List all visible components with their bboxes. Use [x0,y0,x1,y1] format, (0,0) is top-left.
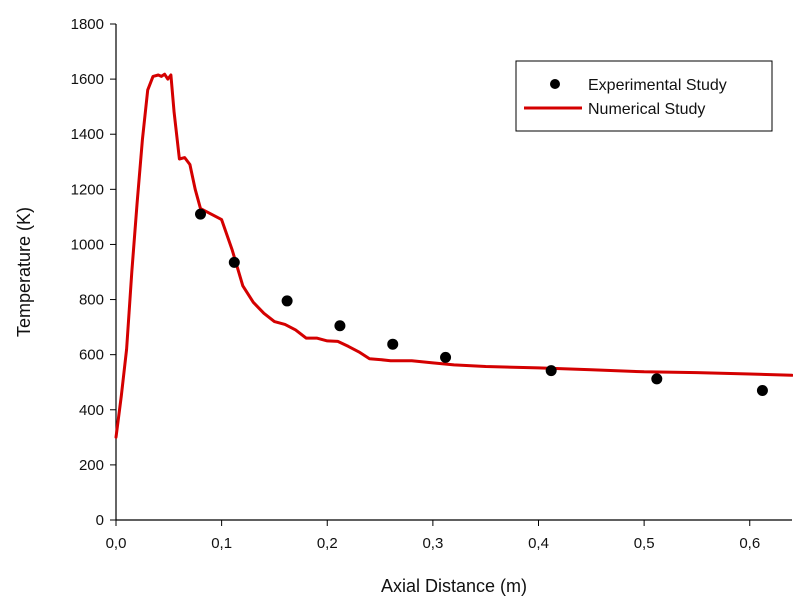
experimental-point [387,338,399,350]
experimental-point [440,351,452,363]
legend: Experimental Study Numerical Study [515,60,773,132]
experimental-point [195,208,206,220]
y-tick-label: 800 [79,292,104,309]
x-axis-title: Axial Distance (m) [381,576,527,596]
x-ticks-group: 0,0 0,1 0,2 0,3 0,4 0,5 0,6 [106,520,760,552]
y-tick-label: 200 [79,457,104,474]
legend-label-experimental: Experimental Study [588,77,727,94]
x-tick-label: 0,5 [634,535,655,552]
x-tick-label: 0,0 [106,535,127,552]
y-axis-title: Temperature (K) [14,207,34,337]
y-tick-label: 1400 [71,126,104,143]
y-tick-label: 600 [79,347,104,364]
experimental-point [334,320,346,332]
y-tick-label: 400 [79,402,104,419]
y-tick-label: 1000 [71,236,104,253]
y-tick-label: 1800 [71,16,104,33]
plot-area [114,72,793,439]
x-tick-label: 0,2 [317,535,338,552]
experimental-point [281,295,293,307]
experimental-point [228,256,240,268]
experimental-points-group [195,208,768,396]
x-tick-label: 0,4 [528,535,549,552]
x-tick-label: 0,1 [211,535,232,552]
experimental-point [651,373,663,385]
numerical-study-line [114,72,793,439]
x-tick-label: 0,6 [739,535,760,552]
y-tick-label: 0 [96,512,104,529]
experimental-point [545,365,557,377]
legend-marker-experimental [550,79,560,89]
legend-label-numerical: Numerical Study [588,101,705,118]
y-ticks-group: 0 200 400 600 800 1000 1200 1400 1600 1800 [71,16,116,529]
experimental-point [756,384,768,396]
y-tick-label: 1600 [71,71,104,88]
legend-box [515,60,773,132]
y-tick-label: 1200 [71,181,104,198]
x-tick-label: 0,3 [422,535,443,552]
